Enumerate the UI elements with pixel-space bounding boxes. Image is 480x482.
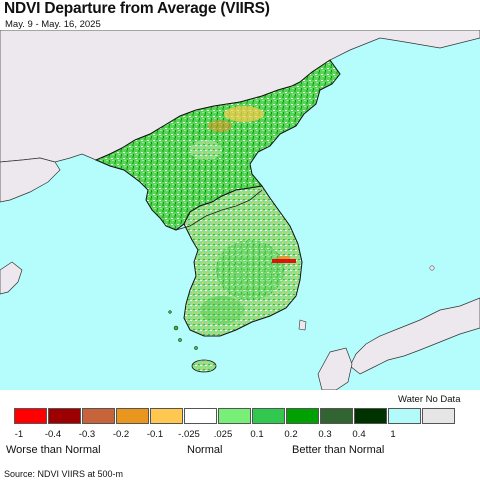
legend-swatch [218, 408, 251, 424]
japan-land [349, 297, 480, 375]
legend-tick-label: 0.4 [352, 429, 366, 440]
legend-better-label: Better than Normal [292, 444, 385, 456]
legend-tick-label: 0.1 [250, 429, 264, 440]
legend: Water No Data -1 -0.4 -0.3 -0.2 -0.1 -.025 .02… [0, 392, 480, 462]
legend-tick-label: 0.3 [318, 429, 332, 440]
source-note: Source: NDVI VIIRS at 500-m [4, 469, 124, 479]
legend-normal-label: Normal [187, 444, 223, 456]
shandong-land [0, 261, 23, 295]
legend-tick-label: -0.3 [78, 429, 96, 440]
legend-swatch [48, 408, 81, 424]
legend-tick-label: -0.4 [44, 429, 62, 440]
legend-swatch [354, 408, 387, 424]
legend-swatch [320, 408, 353, 424]
ndvi-map [0, 30, 480, 390]
legend-worse-label: Worse than Normal [6, 444, 101, 456]
legend-swatch [184, 408, 217, 424]
legend-tick-label: 1 [390, 429, 396, 440]
map-title: NDVI Departure from Average (VIIRS) [4, 0, 270, 17]
legend-tick-label: -.025 [178, 429, 200, 440]
legend-tick-label: 0.2 [284, 429, 298, 440]
legend-swatch [150, 408, 183, 424]
date-range: May. 9 - May. 16, 2025 [5, 19, 101, 30]
jeju-island [191, 359, 217, 373]
legend-swatch [14, 408, 47, 424]
water-no-data-label: Water No Data [398, 394, 461, 405]
legend-swatch [82, 408, 115, 424]
legend-tick-label: -1 [14, 429, 24, 440]
legend-swatch [286, 408, 319, 424]
legend-swatch [252, 408, 285, 424]
liaodong-land [0, 157, 61, 203]
japan-kyushu [317, 347, 353, 390]
legend-tick-label: -0.1 [146, 429, 164, 440]
legend-tick-label: -0.2 [112, 429, 130, 440]
legend-tick-label: .025 [213, 429, 233, 440]
tsushima [298, 319, 307, 331]
dmz-border [175, 189, 263, 231]
legend-swatch [422, 408, 455, 424]
legend-swatch [388, 408, 421, 424]
legend-swatch [116, 408, 149, 424]
